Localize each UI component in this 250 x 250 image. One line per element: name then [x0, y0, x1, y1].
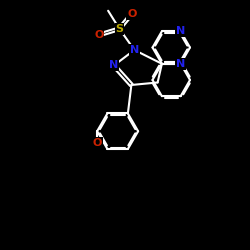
Text: S: S — [116, 24, 124, 34]
Text: N: N — [130, 45, 139, 55]
Text: N: N — [176, 26, 185, 36]
Text: O: O — [94, 30, 104, 40]
Text: N: N — [109, 60, 118, 70]
Text: O: O — [92, 138, 102, 148]
Text: O: O — [127, 9, 136, 19]
Text: N: N — [176, 59, 185, 69]
